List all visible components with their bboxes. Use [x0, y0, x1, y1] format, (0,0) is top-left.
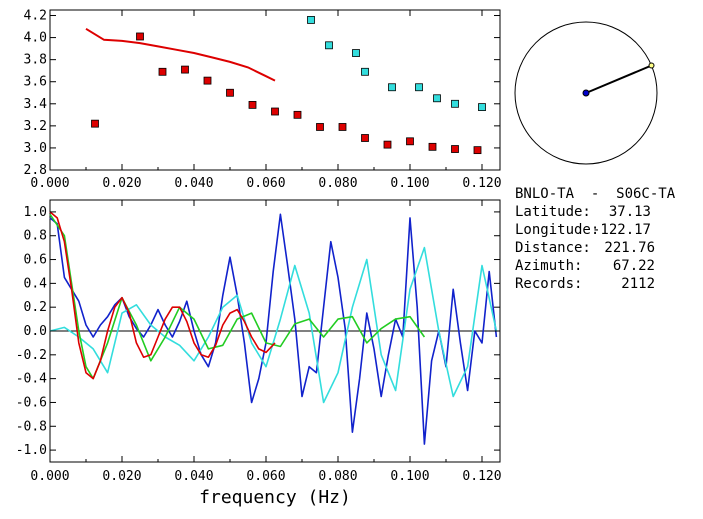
- x-tick-label: 0.100: [390, 176, 429, 191]
- dispersion-panel: 0.000 0.020 0.040 0.060 0.080 0.100 0.120 2.8 3.…: [24, 9, 502, 191]
- line_blue-coherence-line: [49, 213, 498, 445]
- station-info: BNLO-TA - S06C-TA Latitude: 37.13 Longit…: [515, 186, 676, 292]
- y-tick-label: -0.8: [16, 419, 47, 434]
- y-tick-label: 3.2: [24, 119, 47, 134]
- y-tick-label: -0.4: [16, 372, 47, 387]
- red-data-point: [203, 76, 212, 85]
- red-data-point: [361, 134, 369, 142]
- red-data-point: [248, 100, 257, 109]
- cyan-data-point: [361, 67, 369, 76]
- x-tick-label: 0.080: [318, 176, 357, 191]
- station-pair: BNLO-TA - S06C-TA: [515, 186, 676, 202]
- x-tick-label: 0.060: [246, 469, 285, 484]
- y-tick-label: 0.2: [24, 300, 47, 315]
- red-data-point: [473, 146, 482, 155]
- y-tick-label: 3.6: [24, 75, 47, 90]
- dispersion-plot-frame: [49, 9, 501, 171]
- y-tick-label: 0.4: [24, 276, 48, 291]
- latitude-value: 37.13: [609, 204, 651, 220]
- x-tick-label: 0.020: [102, 469, 141, 484]
- latitude-label: Latitude:: [515, 204, 591, 220]
- x-tick-label: 0.120: [462, 469, 501, 484]
- x-tick-label: 0.040: [174, 176, 213, 191]
- records-value: 2112: [621, 276, 655, 292]
- x-axis-label: frequency (Hz): [199, 487, 351, 508]
- red-data-point: [383, 140, 392, 149]
- azimuth-dial: [514, 21, 658, 165]
- dispersion-curve: [85, 27, 276, 82]
- y-tick-label: -0.2: [16, 348, 47, 363]
- y-tick-label: 3.8: [24, 53, 47, 68]
- cyan-data-point: [388, 83, 396, 92]
- red-data-point: [406, 137, 414, 146]
- dial-circle: [514, 21, 658, 165]
- cyan-data-point: [307, 16, 315, 24]
- red-data-point: [158, 67, 167, 76]
- y-tick-label: 0.0: [24, 324, 47, 339]
- distance-label: Distance:: [515, 240, 591, 256]
- dispersion-axes: 0.000 0.020 0.040 0.060 0.080 0.100 0.120 2.8 3.…: [24, 9, 502, 191]
- y-tick-label: 4.0: [24, 31, 47, 46]
- red-data-point: [226, 88, 234, 97]
- x-tick-label: 0.000: [30, 176, 69, 191]
- distance-value: 221.76: [604, 240, 655, 256]
- cyan-data-point: [415, 83, 423, 92]
- cyan-data-point: [478, 103, 486, 112]
- dispersion-marks: [85, 16, 486, 155]
- y-tick-label: 3.4: [24, 97, 48, 112]
- x-tick-label: 0.000: [30, 469, 69, 484]
- cyan-data-point: [352, 49, 360, 57]
- coherence-panel: 0.000 0.020 0.040 0.060 0.080 0.100 0.120 -1.0 -…: [16, 199, 502, 508]
- x-tick-label: 0.040: [174, 469, 213, 484]
- red-data-point: [428, 142, 437, 151]
- x-tick-label: 0.060: [246, 176, 285, 191]
- red-coherence-line: [49, 211, 276, 380]
- line_cyan-coherence-line: [49, 246, 498, 404]
- dial-center-dot: [582, 89, 590, 97]
- red-data-point: [293, 110, 302, 119]
- y-tick-label: 0.8: [24, 229, 47, 244]
- azimuth-line: [585, 64, 652, 94]
- red-data-point: [181, 65, 189, 74]
- red-data-point: [136, 32, 144, 41]
- azimuth-label: Azimuth:: [515, 258, 582, 274]
- azimuth-value: 67.22: [613, 258, 655, 274]
- cyan-data-point: [325, 41, 333, 50]
- red-data-point: [271, 107, 279, 116]
- red-data-point: [316, 123, 324, 131]
- y-tick-label: 2.8: [24, 163, 47, 178]
- y-tick-label: 1.0: [24, 205, 47, 220]
- records-label: Records:: [515, 276, 582, 292]
- longitude-label: Longitude:: [515, 222, 599, 238]
- cyan-data-point: [451, 99, 459, 108]
- longitude-value: -122.17: [592, 222, 651, 238]
- red-data-point: [91, 119, 99, 128]
- x-tick-label: 0.100: [390, 469, 429, 484]
- coherence-axes: 0.000 0.020 0.040 0.060 0.080 0.100 0.120 -1.0 -…: [16, 200, 502, 484]
- y-tick-label: 4.2: [24, 9, 47, 24]
- y-tick-label: 0.6: [24, 253, 47, 268]
- x-tick-label: 0.020: [102, 176, 141, 191]
- cyan-data-point: [433, 94, 441, 103]
- red-data-point: [338, 123, 347, 131]
- y-tick-label: -0.6: [16, 395, 47, 410]
- x-tick-label: 0.120: [462, 176, 501, 191]
- x-tick-label: 0.080: [318, 469, 357, 484]
- coherence-marks: [49, 211, 500, 445]
- y-tick-label: 3.0: [24, 141, 47, 156]
- azimuth-end-dot: [648, 62, 655, 69]
- red-data-point: [451, 145, 459, 153]
- y-tick-label: -1.0: [16, 443, 47, 458]
